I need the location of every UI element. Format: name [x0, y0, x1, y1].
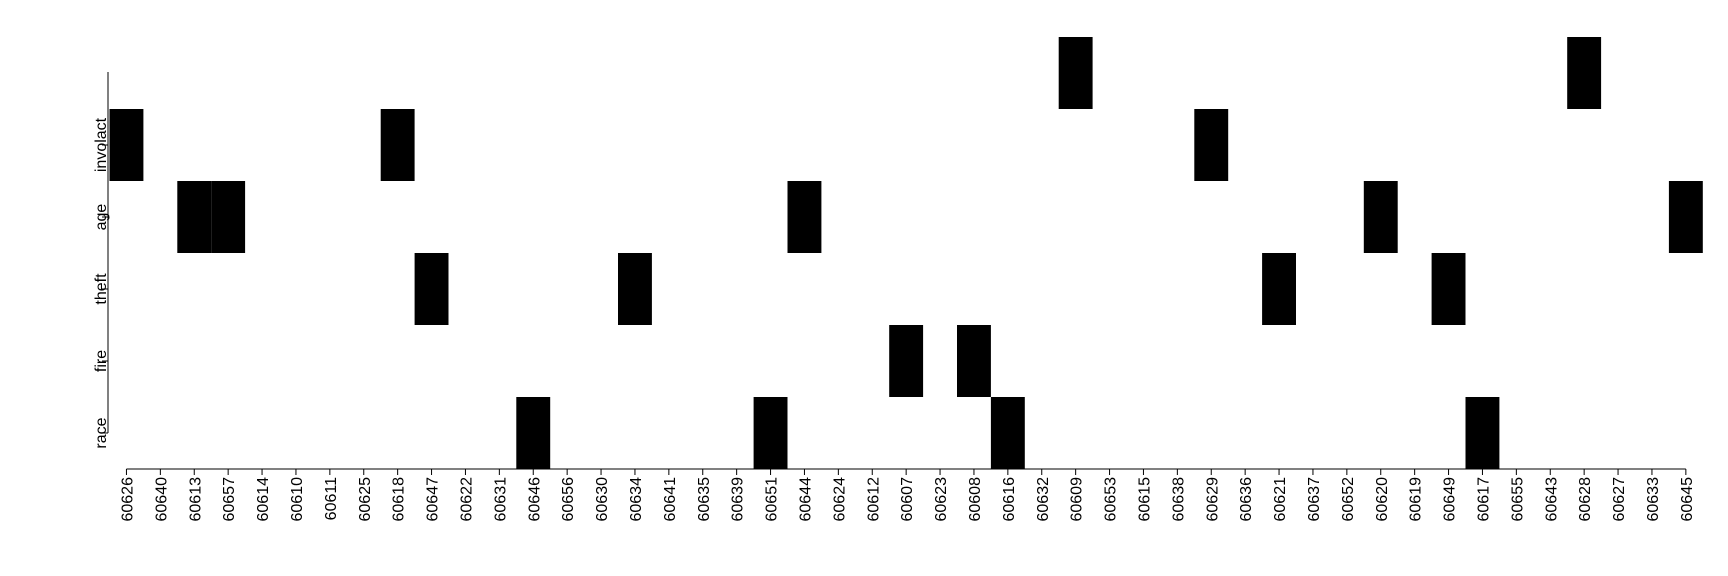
y-tick-label: race: [93, 417, 110, 448]
heatmap-cell: [1363, 181, 1398, 253]
x-tick-label: 60632: [1035, 477, 1052, 522]
y-tick-label: involact: [93, 117, 110, 172]
heatmap-cell: [1465, 397, 1500, 469]
x-tick-label: 60638: [1170, 477, 1187, 522]
heatmap-cell: [414, 253, 449, 325]
x-tick-label: 60631: [492, 477, 509, 522]
x-axis-ticks: 60626 60640 60613 60657 60614 60610 60611 60625…: [119, 469, 1696, 522]
x-tick-label: 60613: [187, 477, 204, 522]
y-tick-label: theft: [93, 273, 110, 305]
y-tick-label: age: [93, 204, 110, 231]
x-tick-label: 60657: [221, 477, 238, 522]
x-tick-label: 60607: [899, 477, 916, 522]
y-tick-label: fire: [93, 350, 110, 372]
heatmap-cell: [177, 181, 212, 253]
heatmap-cell: [380, 109, 415, 181]
heatmap-cell: [618, 253, 652, 325]
x-tick-label: 60629: [1204, 477, 1221, 522]
heatmap-cell: [1058, 37, 1093, 109]
x-tick-label: 60651: [764, 477, 781, 522]
x-tick-label: 60649: [1442, 477, 1459, 522]
heatmap-cell: [1668, 181, 1703, 253]
heatmap-cell: [753, 397, 788, 469]
x-tick-label: 60611: [323, 477, 340, 520]
x-tick-label: 60626: [119, 477, 136, 522]
x-tick-label: 60633: [1645, 477, 1662, 522]
x-tick-label: 60615: [1136, 477, 1153, 522]
x-tick-label: 60641: [662, 477, 679, 522]
x-tick-label: 60608: [967, 477, 984, 522]
heatmap-cell: [1262, 253, 1296, 325]
heatmap-cell: [1567, 37, 1602, 109]
x-tick-label: 60637: [1306, 477, 1323, 522]
heatmap-cell: [957, 325, 991, 397]
x-tick-label: 60643: [1543, 477, 1560, 522]
x-tick-label: 60620: [1374, 477, 1391, 522]
x-tick-label: 60647: [425, 477, 442, 522]
x-tick-label: 60653: [1103, 477, 1120, 522]
x-tick-label: 60644: [797, 477, 814, 522]
x-tick-label: 60628: [1577, 477, 1594, 522]
x-tick-label: 60627: [1611, 477, 1628, 522]
x-tick-label: 60652: [1340, 477, 1357, 522]
x-tick-label: 60612: [865, 477, 882, 522]
x-tick-label: 60624: [831, 477, 848, 522]
x-tick-label: 60636: [1238, 477, 1255, 522]
x-tick-label: 60609: [1069, 477, 1086, 522]
x-tick-label: 60616: [1001, 477, 1018, 522]
x-tick-label: 60645: [1679, 477, 1696, 522]
x-tick-label: 60656: [560, 477, 577, 522]
x-tick-label: 60619: [1408, 477, 1425, 522]
x-tick-label: 60625: [357, 477, 374, 522]
heatmap-cell: [1431, 253, 1466, 325]
x-tick-label: 60639: [730, 477, 747, 522]
x-tick-label: 60618: [391, 477, 408, 522]
heatmap-cell: [889, 325, 924, 397]
x-tick-label: 60634: [628, 477, 645, 522]
x-tick-label: 60640: [153, 477, 170, 522]
heatmap-cells: [109, 37, 1703, 469]
x-tick-label: 60655: [1509, 477, 1526, 522]
x-tick-label: 60617: [1475, 477, 1492, 522]
heatmap-cell: [1194, 109, 1229, 181]
x-tick-label: 60630: [594, 477, 611, 522]
x-tick-label: 60614: [255, 477, 272, 522]
x-tick-label: 60610: [289, 477, 306, 522]
x-tick-label: 60623: [933, 477, 950, 522]
heatmap-cell: [990, 397, 1025, 469]
heatmap-cell: [516, 397, 551, 469]
x-tick-label: 60646: [526, 477, 543, 522]
x-tick-label: 60635: [696, 477, 713, 522]
heatmap-cell: [787, 181, 822, 253]
x-tick-label: 60621: [1272, 477, 1289, 522]
heatmap-cell: [211, 181, 246, 253]
x-tick-label: 60622: [458, 477, 475, 522]
y-axis-ticks: race fire theft age involact: [93, 117, 110, 448]
heatmap-cell: [109, 109, 144, 181]
